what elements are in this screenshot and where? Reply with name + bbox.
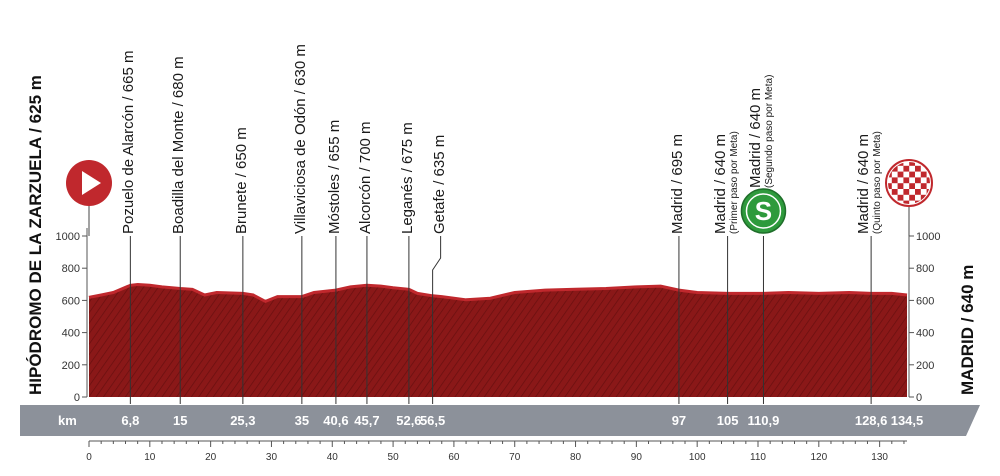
km-tick-label: 110 <box>750 452 766 463</box>
waypoint-name: Madrid / 640 m <box>855 133 873 234</box>
km-tick-label: 60 <box>448 452 460 463</box>
waypoint-name: Pozuelo de Alarcón / 665 m <box>120 50 138 234</box>
waypoint-km-value: 15 <box>173 413 187 428</box>
km-tick-label: 20 <box>205 452 217 463</box>
start-icon <box>66 160 112 236</box>
km-unit-label: km <box>58 413 77 428</box>
waypoint-name: Villaviciosa de Odón / 630 m <box>291 44 309 234</box>
elevation-tick-label: 600 <box>916 295 934 307</box>
waypoint-note: (Quinto paso por Meta) <box>872 131 884 234</box>
waypoint-name: Getafe / 635 m <box>430 134 448 234</box>
waypoint-km-value: 25,3 <box>230 413 255 428</box>
km-axis: 0 10 20 30 40 50 60 70 80 90 100 110 120 130 <box>86 440 907 463</box>
elevation-tick-label: 1000 <box>916 231 940 243</box>
elevation-tick-label: 0 <box>916 392 922 404</box>
elevation-tick-label: 0 <box>74 392 80 404</box>
waypoint-name: Boadilla del Monte / 680 m <box>170 56 188 234</box>
elevation-tick-label: 400 <box>62 328 80 340</box>
finish-location-label: MADRID / 640 m <box>958 264 977 395</box>
waypoint-name: Alcorcón / 700 m <box>356 121 374 234</box>
km-tick-label: 40 <box>327 452 339 463</box>
waypoint-name: Brunete / 650 m <box>232 127 250 234</box>
km-tick-label: 100 <box>689 452 706 463</box>
elevation-axis-right: 0 200 400 600 800 1000 <box>908 228 940 404</box>
km-tick-label: 0 <box>86 452 92 463</box>
waypoint-name: Leganés / 675 m <box>398 122 416 234</box>
start-location-label: HIPÓDROMO DE LA ZARZUELA / 625 m <box>26 75 45 395</box>
waypoint-name: Madrid / 640 m <box>747 87 765 188</box>
elevation-axis-left: 0 200 400 600 800 1000 <box>56 228 88 404</box>
waypoint-name: Móstoles / 655 m <box>325 119 343 234</box>
km-tick-label: 70 <box>509 452 521 463</box>
waypoint-km-value: 45,7 <box>354 413 379 428</box>
sprint-label: S <box>755 196 772 226</box>
km-tick-label: 10 <box>144 452 156 463</box>
km-tick-label: 120 <box>810 452 827 463</box>
waypoint-km-value: 128,6 <box>855 413 888 428</box>
km-tick-label: 30 <box>266 452 278 463</box>
elevation-tick-label: 800 <box>916 263 934 275</box>
sprint-icon: S <box>740 188 787 234</box>
km-tick-label: 90 <box>631 452 643 463</box>
elevation-tick-label: 200 <box>916 360 934 372</box>
waypoint-km-value: 35 <box>295 413 309 428</box>
waypoint-km-value: 6,8 <box>121 413 139 428</box>
elevation-profile-ridge <box>88 282 908 304</box>
elevation-tick-label: 400 <box>916 328 934 340</box>
km-tick-label: 50 <box>388 452 400 463</box>
waypoint-km-value: 110,9 <box>748 413 780 428</box>
waypoint-km-value: 56,5 <box>420 413 445 428</box>
waypoint-km-value: 105 <box>717 413 739 428</box>
waypoint-km-value: 97 <box>672 413 686 428</box>
waypoint-note: (Primer paso por Meta) <box>728 131 740 234</box>
waypoint-km-values: 6,8 15 25,3 35 40,6 45,7 52,656,5 97 105 110,9 128… <box>121 413 923 428</box>
waypoint-leader-line <box>432 236 442 404</box>
checkered-flag-icon <box>885 159 933 236</box>
waypoint-name: Madrid / 695 m <box>668 133 686 234</box>
km-bar <box>20 405 980 436</box>
elevation-tick-label: 800 <box>62 263 80 275</box>
elevation-profile-area <box>89 283 907 397</box>
waypoint-km-value: 52,6 <box>396 413 421 428</box>
km-tick-label: 80 <box>570 452 582 463</box>
waypoint-note: (Segundo paso por Meta) <box>764 74 776 188</box>
waypoint-km-value: 40,6 <box>323 413 348 428</box>
elevation-tick-label: 600 <box>62 295 80 307</box>
waypoint-km-value: 134,5 <box>891 413 924 428</box>
km-tick-label: 130 <box>871 452 888 463</box>
waypoint-leader-lines <box>129 236 872 404</box>
waypoint-name: Madrid / 640 m <box>711 133 729 234</box>
elevation-tick-label: 200 <box>62 360 80 372</box>
elevation-tick-label: 1000 <box>56 231 80 243</box>
